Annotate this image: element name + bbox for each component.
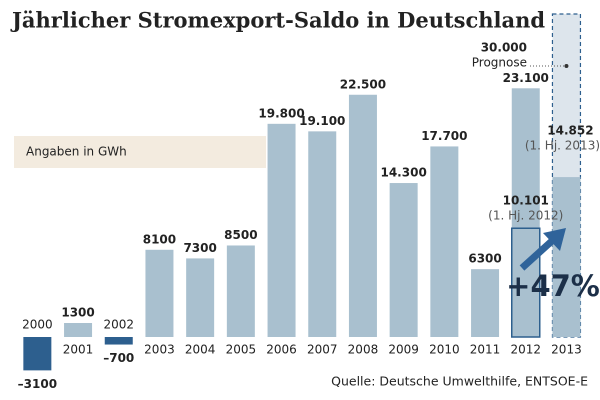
bar (552, 177, 581, 337)
x-tick-label: 2010 (429, 343, 460, 357)
value-label: 17.700 (421, 129, 467, 143)
value-label: 7300 (183, 241, 216, 255)
x-tick-label: 2002 (103, 318, 134, 332)
value-label: 14.852 (547, 124, 593, 138)
value-label: –3100 (18, 377, 57, 391)
bar (104, 337, 133, 345)
bar (226, 245, 255, 337)
forecast-value: 30.000 (481, 41, 527, 55)
value-label: 19.100 (299, 114, 345, 128)
bar (186, 258, 215, 337)
source: Quelle: Deutsche Umwelthilfe, ENTSOE-E (331, 374, 588, 389)
value-label: 8500 (224, 228, 257, 242)
arrow-head (543, 228, 566, 251)
bar (23, 337, 52, 371)
half-year-note: (1. Hj. 2012) (488, 209, 563, 223)
change-label: +47% (506, 269, 600, 303)
value-label: –700 (103, 351, 134, 365)
value-label: 19.800 (258, 106, 304, 120)
chart-title: Jährlicher Stromexport-Saldo in Deutschl… (10, 8, 545, 33)
x-tick-label: 2003 (144, 343, 175, 357)
x-tick-label: 2007 (307, 343, 338, 357)
bar (430, 146, 459, 337)
x-tick-label: 2012 (510, 343, 541, 357)
bar (267, 123, 296, 337)
x-tick-label: 2006 (266, 343, 297, 357)
x-tick-label: 2011 (470, 343, 501, 357)
x-tick-label: 2000 (22, 318, 53, 332)
half-year-value: 10.101 (503, 194, 549, 208)
bar (389, 183, 418, 337)
bar (471, 269, 500, 337)
value-label: 23.100 (503, 71, 549, 85)
bar (511, 88, 540, 337)
unit-box (14, 136, 266, 168)
half-year-bar (511, 227, 541, 338)
unit-note: Angaben in GWh (26, 145, 127, 159)
value-label: 1300 (61, 306, 94, 320)
leader-dot (564, 64, 569, 68)
value-label: 14.300 (380, 166, 426, 180)
forecast-label: Prognose (472, 56, 527, 70)
value-label: 22.500 (340, 77, 386, 91)
x-tick-label: 2008 (348, 343, 379, 357)
x-tick-label: 2013 (551, 343, 582, 357)
x-tick-label: 2001 (63, 343, 94, 357)
bar (145, 249, 174, 337)
value-label: 6300 (468, 252, 501, 266)
value-label: 8100 (143, 232, 176, 246)
arrow-shaft (519, 237, 556, 271)
bar (308, 131, 337, 337)
value-note: (1. Hj. 2013) (525, 139, 600, 153)
bar (64, 323, 93, 337)
x-tick-label: 2004 (185, 343, 216, 357)
bar (348, 94, 377, 337)
x-tick-label: 2009 (388, 343, 419, 357)
x-tick-label: 2005 (226, 343, 257, 357)
